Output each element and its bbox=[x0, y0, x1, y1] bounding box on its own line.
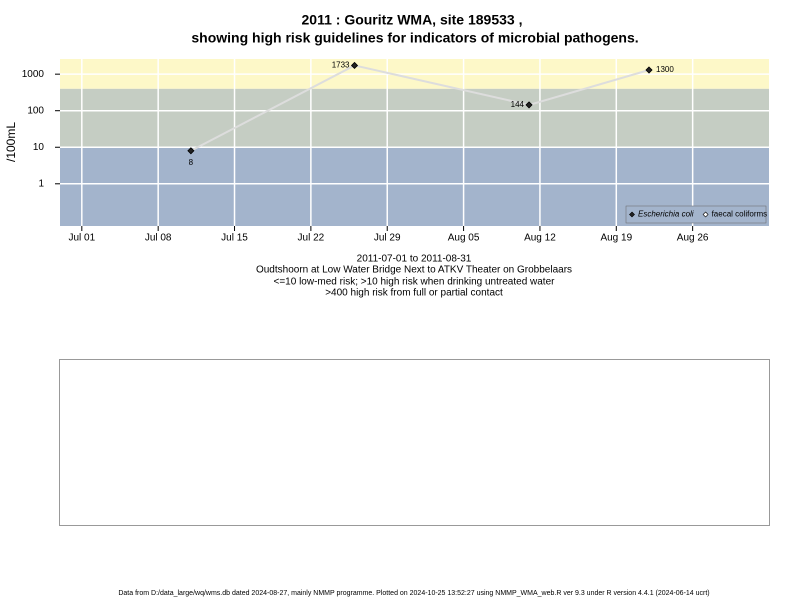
data-point bbox=[645, 66, 653, 74]
x-tick-label: Jul 01 bbox=[68, 233, 95, 244]
x-tick-label: Aug 19 bbox=[600, 233, 632, 244]
y-tick-label: 1 bbox=[38, 178, 44, 189]
legend-symbol bbox=[629, 211, 635, 218]
note: Oudtshoorn at Low Water Bridge Next to A… bbox=[256, 265, 572, 276]
legend-symbol bbox=[702, 211, 709, 218]
legend-box bbox=[625, 205, 767, 224]
y-axis-label: /100mL bbox=[4, 122, 18, 162]
note: 2011-07-01 to 2011-08-31 bbox=[357, 254, 472, 265]
note: >400 high risk from full or partial cont… bbox=[325, 288, 503, 299]
data-label: 8 bbox=[189, 158, 194, 167]
data-point bbox=[350, 61, 359, 70]
data-label: 1733 bbox=[332, 61, 350, 70]
chart-title: 2011 : Gouritz WMA, site 189533 , bbox=[302, 12, 523, 28]
footer: Data from D:/data_large/wq/wms.db dated … bbox=[118, 590, 709, 597]
x-tick-label: Jul 22 bbox=[298, 233, 325, 244]
legend-label: Escherichia coli bbox=[638, 210, 694, 219]
legend-label: faecal coliforms bbox=[712, 210, 768, 219]
y-tick-label: 1000 bbox=[22, 69, 45, 80]
x-tick-label: Jul 08 bbox=[145, 233, 172, 244]
x-tick-label: Aug 26 bbox=[677, 233, 709, 244]
x-tick-label: Aug 05 bbox=[448, 233, 480, 244]
data-point bbox=[187, 147, 195, 155]
x-tick-label: Aug 12 bbox=[524, 233, 556, 244]
y-tick-label: 10 bbox=[33, 142, 45, 153]
note: <=10 low-med risk; >10 high risk when dr… bbox=[274, 277, 556, 288]
plot-area bbox=[60, 59, 769, 226]
data-label: 1300 bbox=[656, 65, 674, 74]
empty-panel bbox=[59, 359, 770, 526]
chart-title: showing high risk guidelines for indicat… bbox=[191, 30, 638, 46]
x-tick-label: Jul 29 bbox=[374, 233, 401, 244]
risk-band bbox=[60, 88, 769, 148]
y-tick-label: 100 bbox=[27, 105, 44, 116]
data-point bbox=[525, 101, 533, 109]
series-line bbox=[190, 64, 650, 152]
data-label: 144 bbox=[511, 100, 525, 109]
x-tick-label: Jul 15 bbox=[221, 233, 248, 244]
